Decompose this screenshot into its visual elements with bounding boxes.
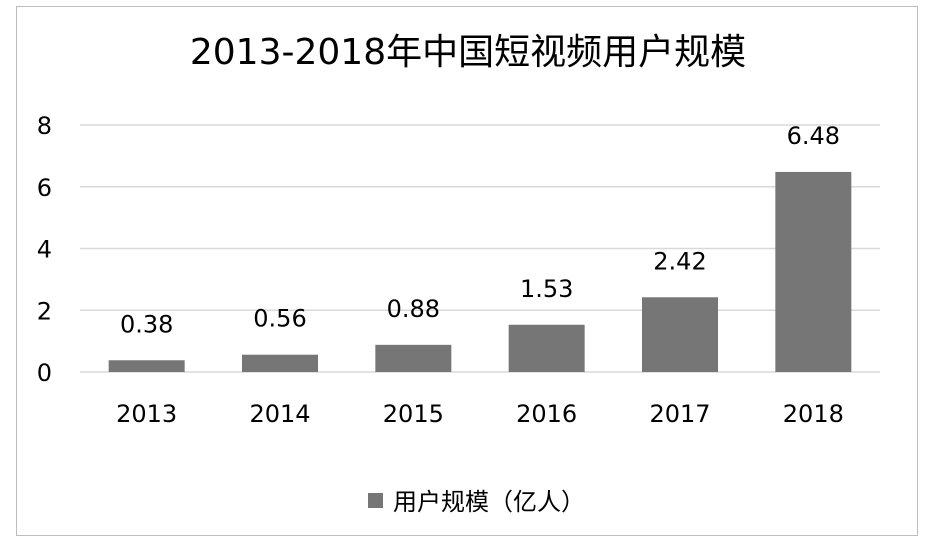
y-tick-label: 6 <box>37 174 52 202</box>
x-tick-label: 2013 <box>116 400 177 428</box>
data-label: 0.88 <box>387 295 440 323</box>
data-labels: 0.38 0.56 0.88 1.53 2.42 6.48 <box>120 122 840 338</box>
x-tick-label: 2018 <box>783 400 844 428</box>
bar <box>642 297 718 372</box>
y-tick-label: 0 <box>37 359 52 387</box>
legend-swatch <box>368 493 383 508</box>
gridlines <box>80 124 880 373</box>
bar <box>775 171 852 372</box>
data-label: 6.48 <box>787 122 840 150</box>
legend-label: 用户规模（亿人） <box>393 488 585 516</box>
data-label: 0.56 <box>253 305 306 333</box>
bar <box>242 354 318 372</box>
x-tick-label: 2015 <box>383 400 444 428</box>
data-label: 2.42 <box>653 247 706 275</box>
bar <box>508 324 585 372</box>
data-label: 1.53 <box>520 275 573 303</box>
x-tick-label: 2014 <box>249 400 310 428</box>
y-tick-label: 8 <box>37 112 52 140</box>
y-tick-label: 4 <box>37 236 52 264</box>
bars <box>108 171 852 372</box>
chart-title: 2013-2018年中国短视频用户规模 <box>190 32 746 73</box>
bar <box>108 360 185 372</box>
x-tick-label: 2017 <box>649 400 710 428</box>
legend: 用户规模（亿人） <box>368 488 585 516</box>
data-label: 0.38 <box>120 310 173 338</box>
x-axis-tick-labels: 2013 2014 2015 2016 2017 2018 <box>116 400 844 428</box>
bar <box>375 344 452 372</box>
y-axis-tick-labels: 0 2 4 6 8 <box>37 112 52 387</box>
x-tick-label: 2016 <box>516 400 577 428</box>
y-tick-label: 2 <box>37 297 52 325</box>
chart-frame <box>16 6 918 536</box>
